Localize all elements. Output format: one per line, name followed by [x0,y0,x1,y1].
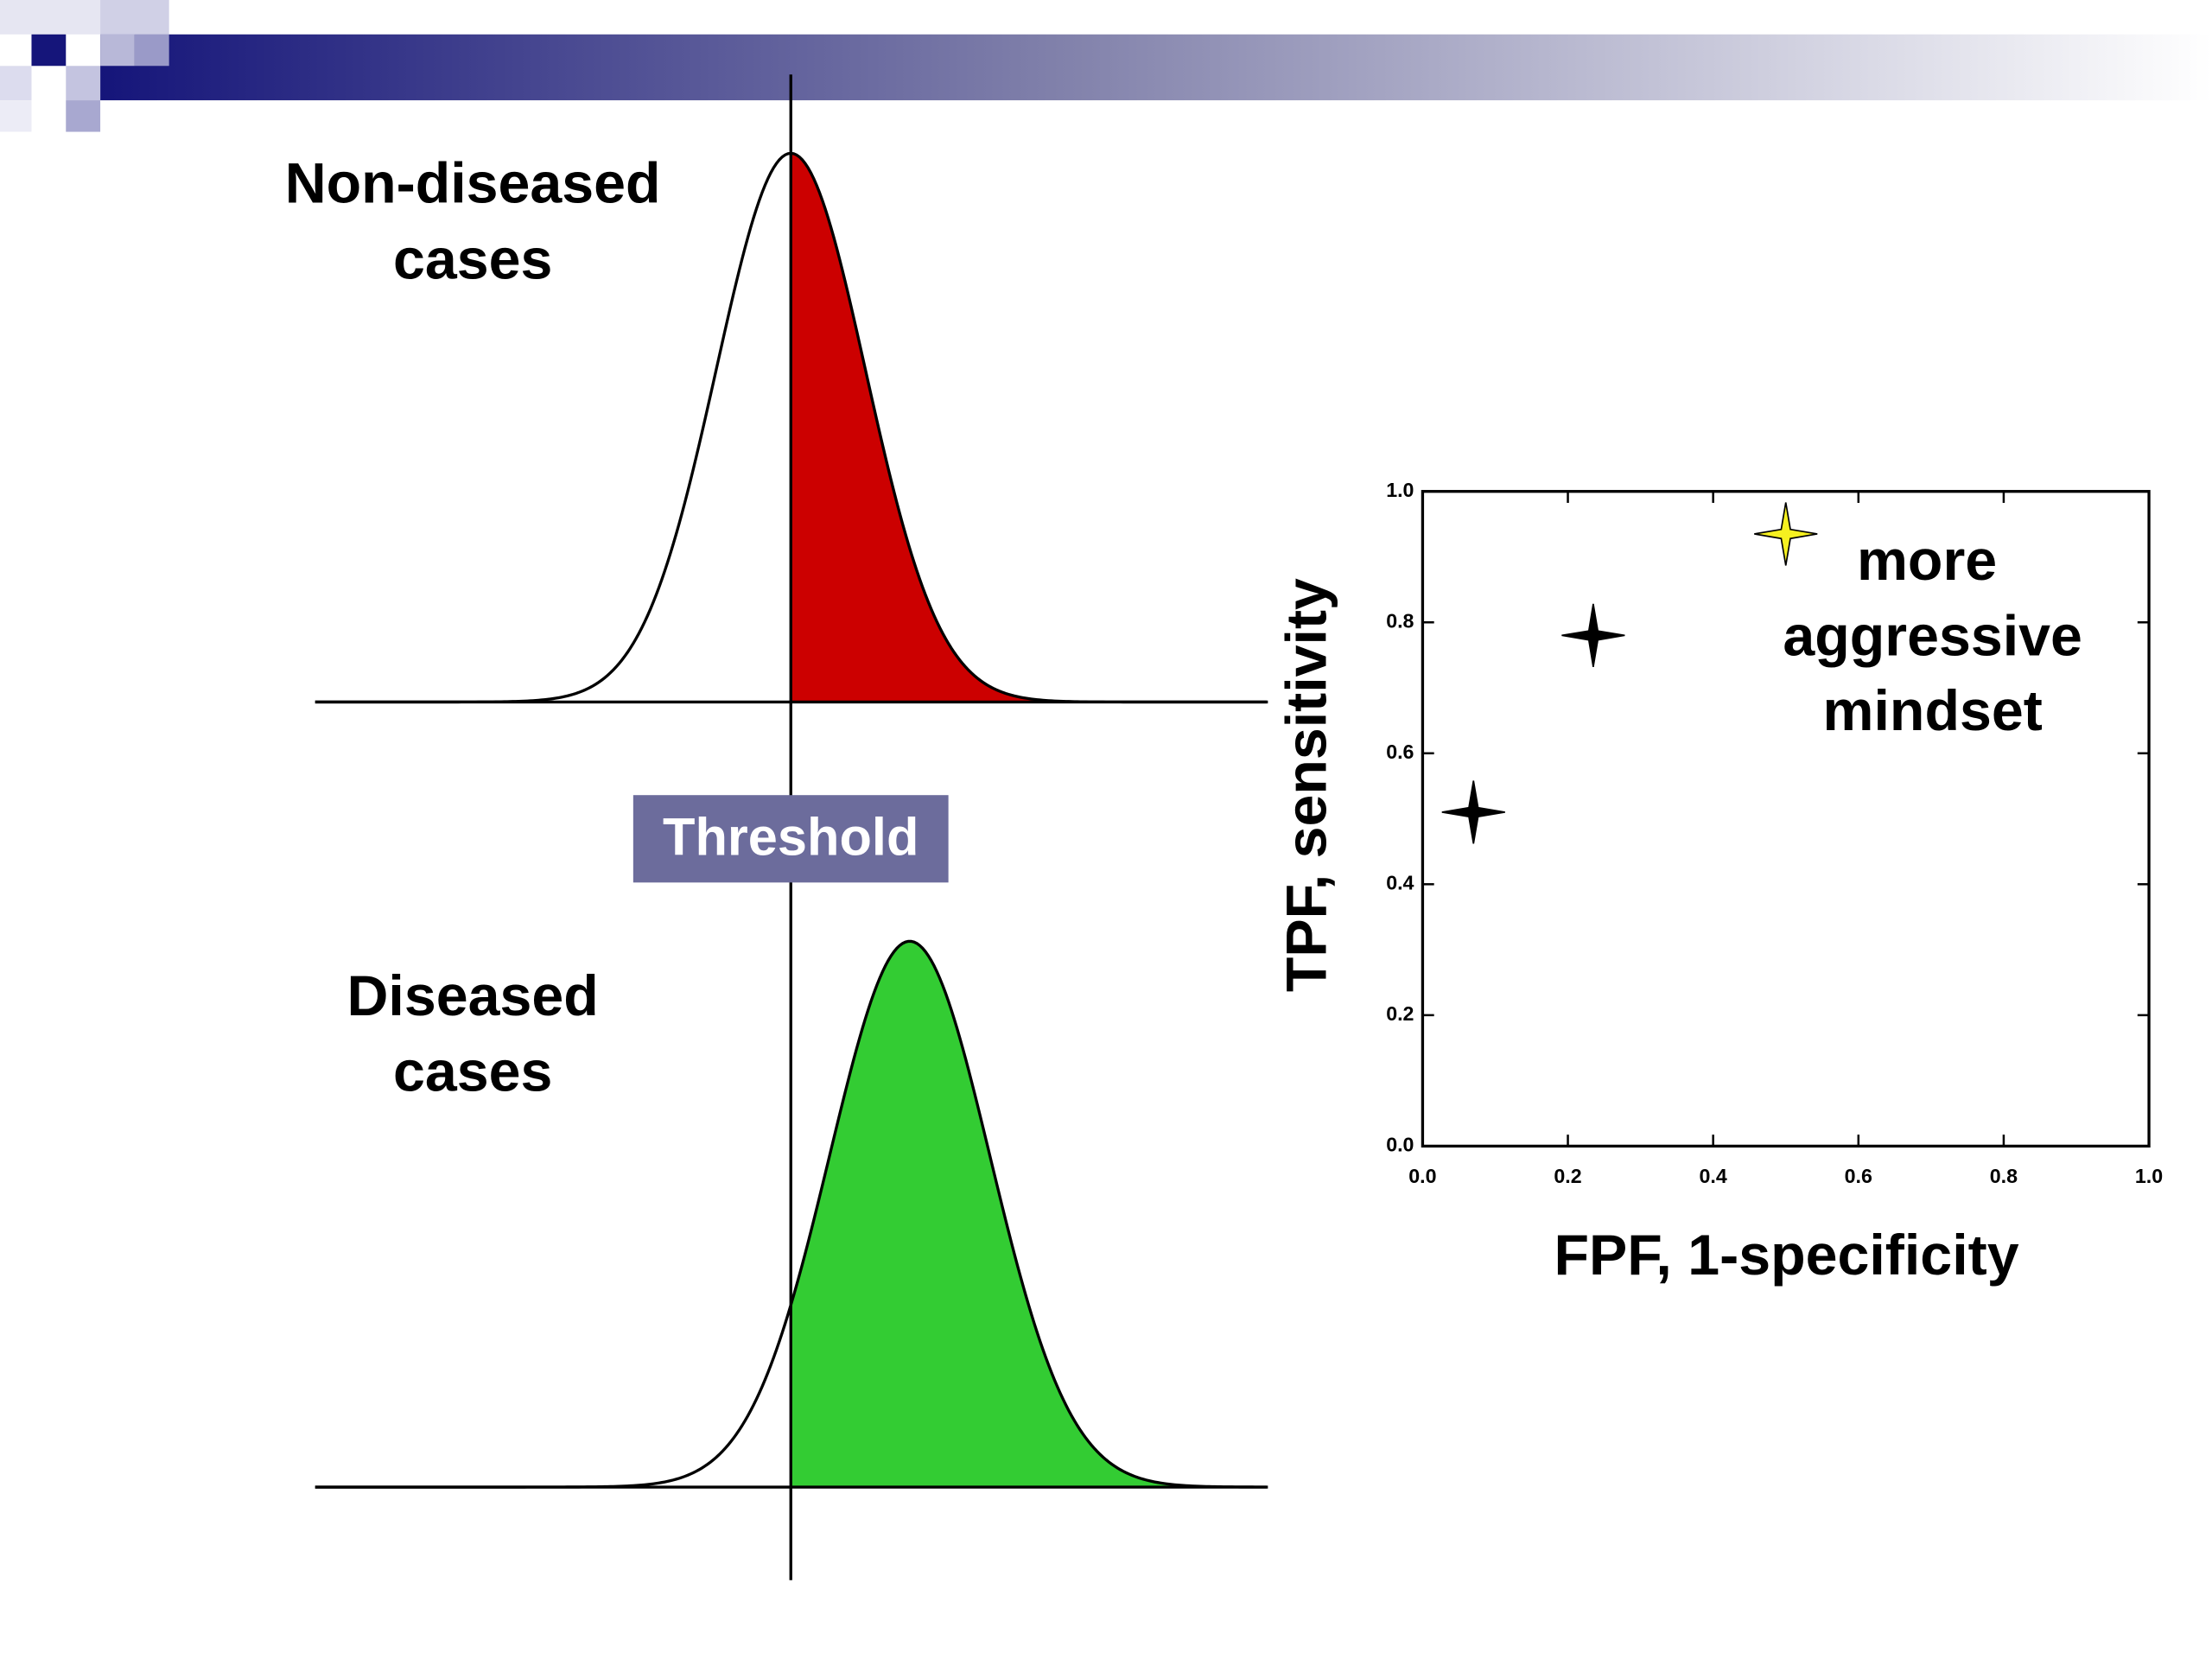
operating-point [1754,502,1818,566]
x-tick-label: 1.0 [2135,1165,2163,1187]
threshold-box [632,795,949,883]
x-tick-label: 0.0 [1408,1165,1436,1187]
y-tick-label: 0.6 [1386,741,1414,763]
y-tick-label: 0.4 [1386,871,1414,893]
y-tick-label: 0.0 [1386,1134,1414,1156]
plot-frame [1421,490,2151,1148]
x-tick-label: 0.8 [1990,1165,2018,1187]
x-tick-label: 0.2 [1554,1165,1581,1187]
x-tick-label: 0.6 [1845,1165,1872,1187]
threshold-label: Threshold [663,806,918,866]
header-decoration [0,0,2212,132]
operating-point [1441,780,1505,844]
y-axis-label: TPF, sensitivity [1275,578,1339,992]
group-label: Diseased [347,964,599,1028]
annotation: mindset [1823,679,2043,743]
roc-plot: FPF, 1-specificity TPF, sensitivity more… [1275,479,2164,1287]
group-label: Non-diseased [285,152,661,216]
group-label: cases [393,1040,552,1104]
tail-area [791,941,1268,1488]
tail-area [791,153,1268,702]
annotation: aggressive [1783,605,2082,669]
x-tick-label: 0.4 [1700,1165,1727,1187]
y-tick-label: 0.8 [1386,609,1414,632]
x-axis-label: FPF, 1-specificity [1554,1224,2019,1287]
y-tick-label: 0.2 [1386,1002,1414,1025]
y-tick-label: 1.0 [1386,479,1414,501]
annotation: more [1857,529,1997,593]
operating-point [1561,603,1625,667]
group-label: cases [393,228,552,292]
